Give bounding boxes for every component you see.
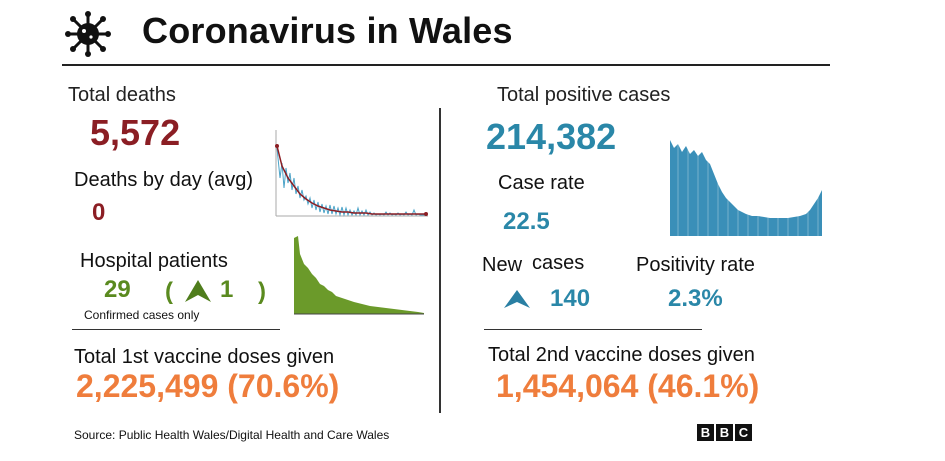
up-arrow-icon: [184, 278, 212, 304]
hospital-value: 29: [104, 276, 131, 303]
hospital-note: Confirmed cases only: [84, 308, 200, 322]
hospital-label: Hospital patients: [80, 250, 228, 272]
new-cases-value: 140: [550, 285, 591, 312]
virus-icon: [64, 10, 112, 58]
positivity-value: 2.3%: [668, 285, 723, 312]
bbc-logo-letter: B: [697, 424, 714, 441]
source-text: Source: Public Health Wales/Digital Heal…: [74, 428, 390, 442]
new-cases-label-b: cases: [532, 252, 585, 274]
deaths-chart: [274, 128, 430, 220]
bbc-logo: B B C: [697, 424, 752, 441]
hospital-chart: [292, 234, 426, 316]
vaccine2-label: Total 2nd vaccine doses given: [488, 344, 755, 366]
total-deaths-label: Total deaths: [68, 84, 176, 106]
positivity-label: Positivity rate: [636, 254, 755, 276]
vaccine1-value: 2,225,499 (70.6%): [76, 368, 340, 404]
total-deaths-value: 5,572: [90, 112, 181, 153]
right-rule: [484, 329, 702, 330]
case-rate-label: Case rate: [498, 172, 585, 194]
hospital-paren-close: ): [258, 278, 266, 305]
cases-chart: [668, 134, 824, 238]
page-title: Coronavirus in Wales: [142, 10, 513, 51]
hospital-change: 1: [220, 276, 234, 303]
vaccine2-value: 1,454,064 (46.1%): [496, 368, 760, 404]
new-cases-label-a: New: [482, 254, 523, 276]
up-arrow-icon: [503, 288, 531, 310]
deaths-by-day-value: 0: [92, 199, 106, 226]
total-cases-label: Total positive cases: [497, 84, 671, 106]
total-cases-value: 214,382: [486, 116, 617, 157]
header-rule: [62, 64, 830, 66]
bbc-logo-letter: C: [735, 424, 752, 441]
column-divider: [439, 108, 441, 413]
deaths-by-day-label: Deaths by day (avg): [74, 169, 253, 191]
left-rule: [72, 329, 280, 330]
vaccine1-label: Total 1st vaccine doses given: [74, 346, 335, 368]
hospital-paren-open: (: [165, 278, 173, 305]
bbc-logo-letter: B: [716, 424, 733, 441]
case-rate-value: 22.5: [503, 208, 550, 235]
